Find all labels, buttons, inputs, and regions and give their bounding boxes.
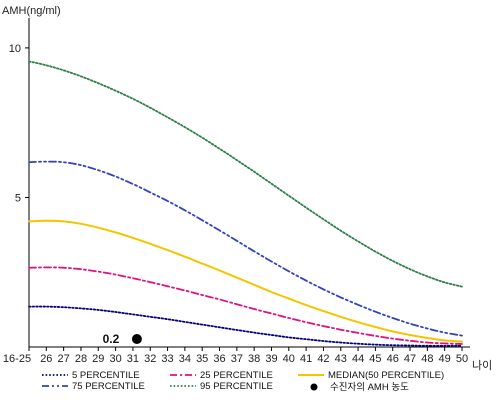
- patient-amh-annotation: 0.2: [103, 332, 120, 346]
- x-tick-label: 38: [248, 353, 260, 365]
- marker-layer: 0.2: [103, 332, 142, 346]
- x-tick-label: 48: [421, 353, 433, 365]
- legend-label-4: 95 PERCENTILE: [200, 381, 273, 392]
- x-tick-label: 28: [75, 353, 87, 365]
- x-tick-label: 29: [92, 353, 104, 365]
- y-tick-label: 5: [15, 192, 21, 204]
- legend-label-2: MEDIAN(50 PERCENTILE): [328, 370, 444, 381]
- series-line-1: [28, 266, 463, 345]
- x-tick-label: 41: [300, 353, 312, 365]
- x-tick-label: 49: [439, 353, 451, 365]
- x-tick-label: 16-25: [3, 353, 31, 365]
- x-tick-label: 31: [127, 353, 139, 365]
- x-tick-label: 50: [456, 353, 468, 365]
- x-tick-label: 33: [161, 353, 173, 365]
- x-tick-label: 47: [404, 353, 416, 365]
- x-tick-label: 44: [352, 353, 364, 365]
- legend: 5 PERCENTILE 25 PERCENTILE MEDIAN(50 PERCE…: [42, 370, 444, 393]
- x-tick-label: 36: [213, 353, 225, 365]
- x-tick-label: 46: [387, 353, 399, 365]
- legend-label-3: 75 PERCENTILE: [72, 381, 145, 392]
- x-axis-title: 나이: [472, 359, 492, 372]
- x-tick-label: 39: [265, 353, 277, 365]
- x-tick-label: 45: [369, 353, 381, 365]
- axes: AMH(ng/ml) 5 10 16-25 26 27 28 29 30 31 32 33 34 35 36…: [2, 5, 492, 372]
- x-tick-label: 26: [40, 353, 52, 365]
- x-tick-label: 37: [231, 353, 243, 365]
- legend-label-0: 5 PERCENTILE: [72, 370, 140, 381]
- x-tick-label: 30: [109, 353, 121, 365]
- series-line-3: [28, 160, 463, 337]
- x-tick-label: 43: [335, 353, 347, 365]
- series-line-2: [28, 219, 463, 343]
- patient-amh-marker: [131, 334, 142, 345]
- x-tick-label: 27: [58, 353, 70, 365]
- series-layer: [28, 60, 463, 347]
- y-axis-title: AMH(ng/ml): [2, 5, 61, 17]
- legend-label-1: 25 PERCENTILE: [200, 370, 273, 381]
- legend-marker-swatch: [310, 383, 318, 391]
- y-tick-label: 10: [9, 43, 21, 55]
- x-tick-label: 34: [179, 353, 191, 365]
- x-tick-label: 32: [144, 353, 156, 365]
- series-line-4: [28, 60, 463, 288]
- x-tick-label: 42: [317, 353, 329, 365]
- series-line-0: [28, 305, 463, 347]
- x-tick-label: 35: [196, 353, 208, 365]
- legend-marker-label: 수진자의 AMH 농도: [330, 382, 409, 393]
- x-tick-label: 40: [283, 353, 295, 365]
